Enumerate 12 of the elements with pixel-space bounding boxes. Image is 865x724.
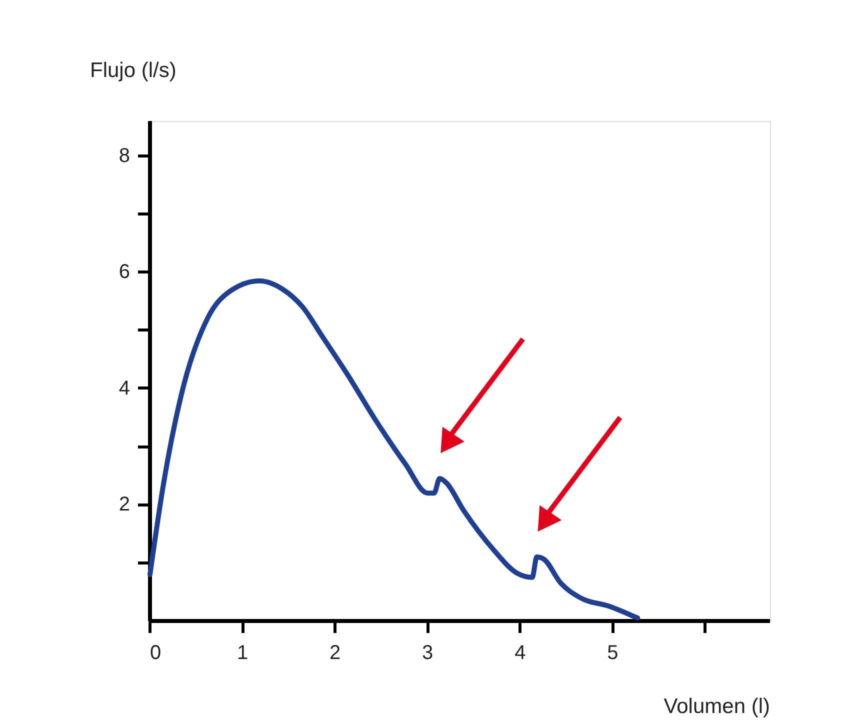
x-tick-label: 4 — [514, 642, 526, 664]
y-tick-label: 6 — [118, 261, 130, 284]
x-tick-label: 0 — [150, 642, 162, 664]
y-tick-label: 2 — [118, 494, 130, 516]
x-tick-label: 3 — [422, 642, 434, 664]
x-tick-label: 1 — [236, 642, 248, 664]
x-tick-label: 2 — [330, 642, 341, 664]
x-tick-label: 5 — [607, 642, 618, 664]
y-tick-label: 8 — [118, 144, 130, 167]
x-axis-title: Volumen (l) — [664, 695, 770, 718]
y-axis-title: Flujo (l/s) — [90, 59, 176, 82]
y-tick-label: 4 — [118, 377, 130, 400]
